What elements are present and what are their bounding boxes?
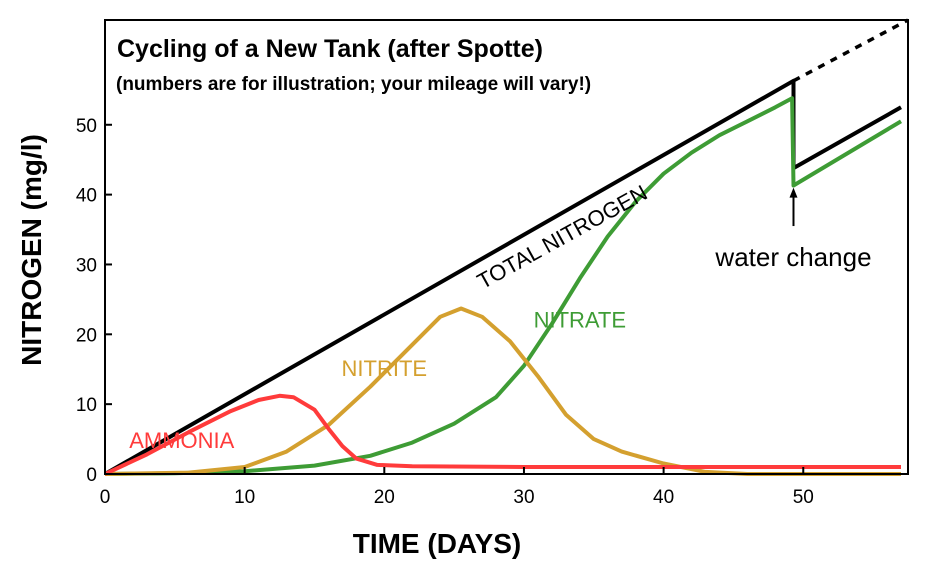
series-label-ammonia: AMMONIA [129,428,234,453]
y-axis-label: NITROGEN (mg/l) [16,134,47,366]
x-tick-label: 20 [374,487,395,508]
axis-layer: 0 10 20 30 40 50 0 10 20 30 40 50 [76,19,909,508]
x-tick-label: 0 [100,487,111,508]
chart-subtitle: (numbers are for illustration; your mile… [116,74,591,95]
y-tick-label: 20 [76,325,97,346]
series-line-total-nitrogen-projected [792,18,909,83]
series-label-nitrite: NITRITE [342,356,428,381]
x-tick-label: 10 [234,487,255,508]
y-tick-label: 40 [76,186,97,207]
plot-frame [104,19,909,475]
y-tick-label: 50 [76,116,97,137]
chart-title: Cycling of a New Tank (after Spotte) [117,35,543,63]
x-tick-label: 40 [653,487,674,508]
water-change-annotation: water change [714,242,871,272]
series-line-ammonia [104,393,901,476]
series-label-layer: TOTAL NITROGEN NITRATE NITRITE AMMONIA water… [129,180,871,453]
x-axis-label: TIME (DAYS) [353,528,522,559]
x-tick-label: 30 [513,487,534,508]
series-label-nitrate: NITRATE [534,307,626,332]
water-change-arrow-head [789,187,798,198]
y-tick-label: 0 [86,465,97,486]
x-tick-label: 50 [793,487,814,508]
series-line-nitrite [104,306,901,476]
y-tick-label: 10 [76,395,97,416]
series-line-nitrate [104,96,903,476]
y-tick-label: 30 [76,255,97,276]
series-layer [104,18,909,476]
series-label-total-nitrogen: TOTAL NITROGEN [473,180,652,294]
